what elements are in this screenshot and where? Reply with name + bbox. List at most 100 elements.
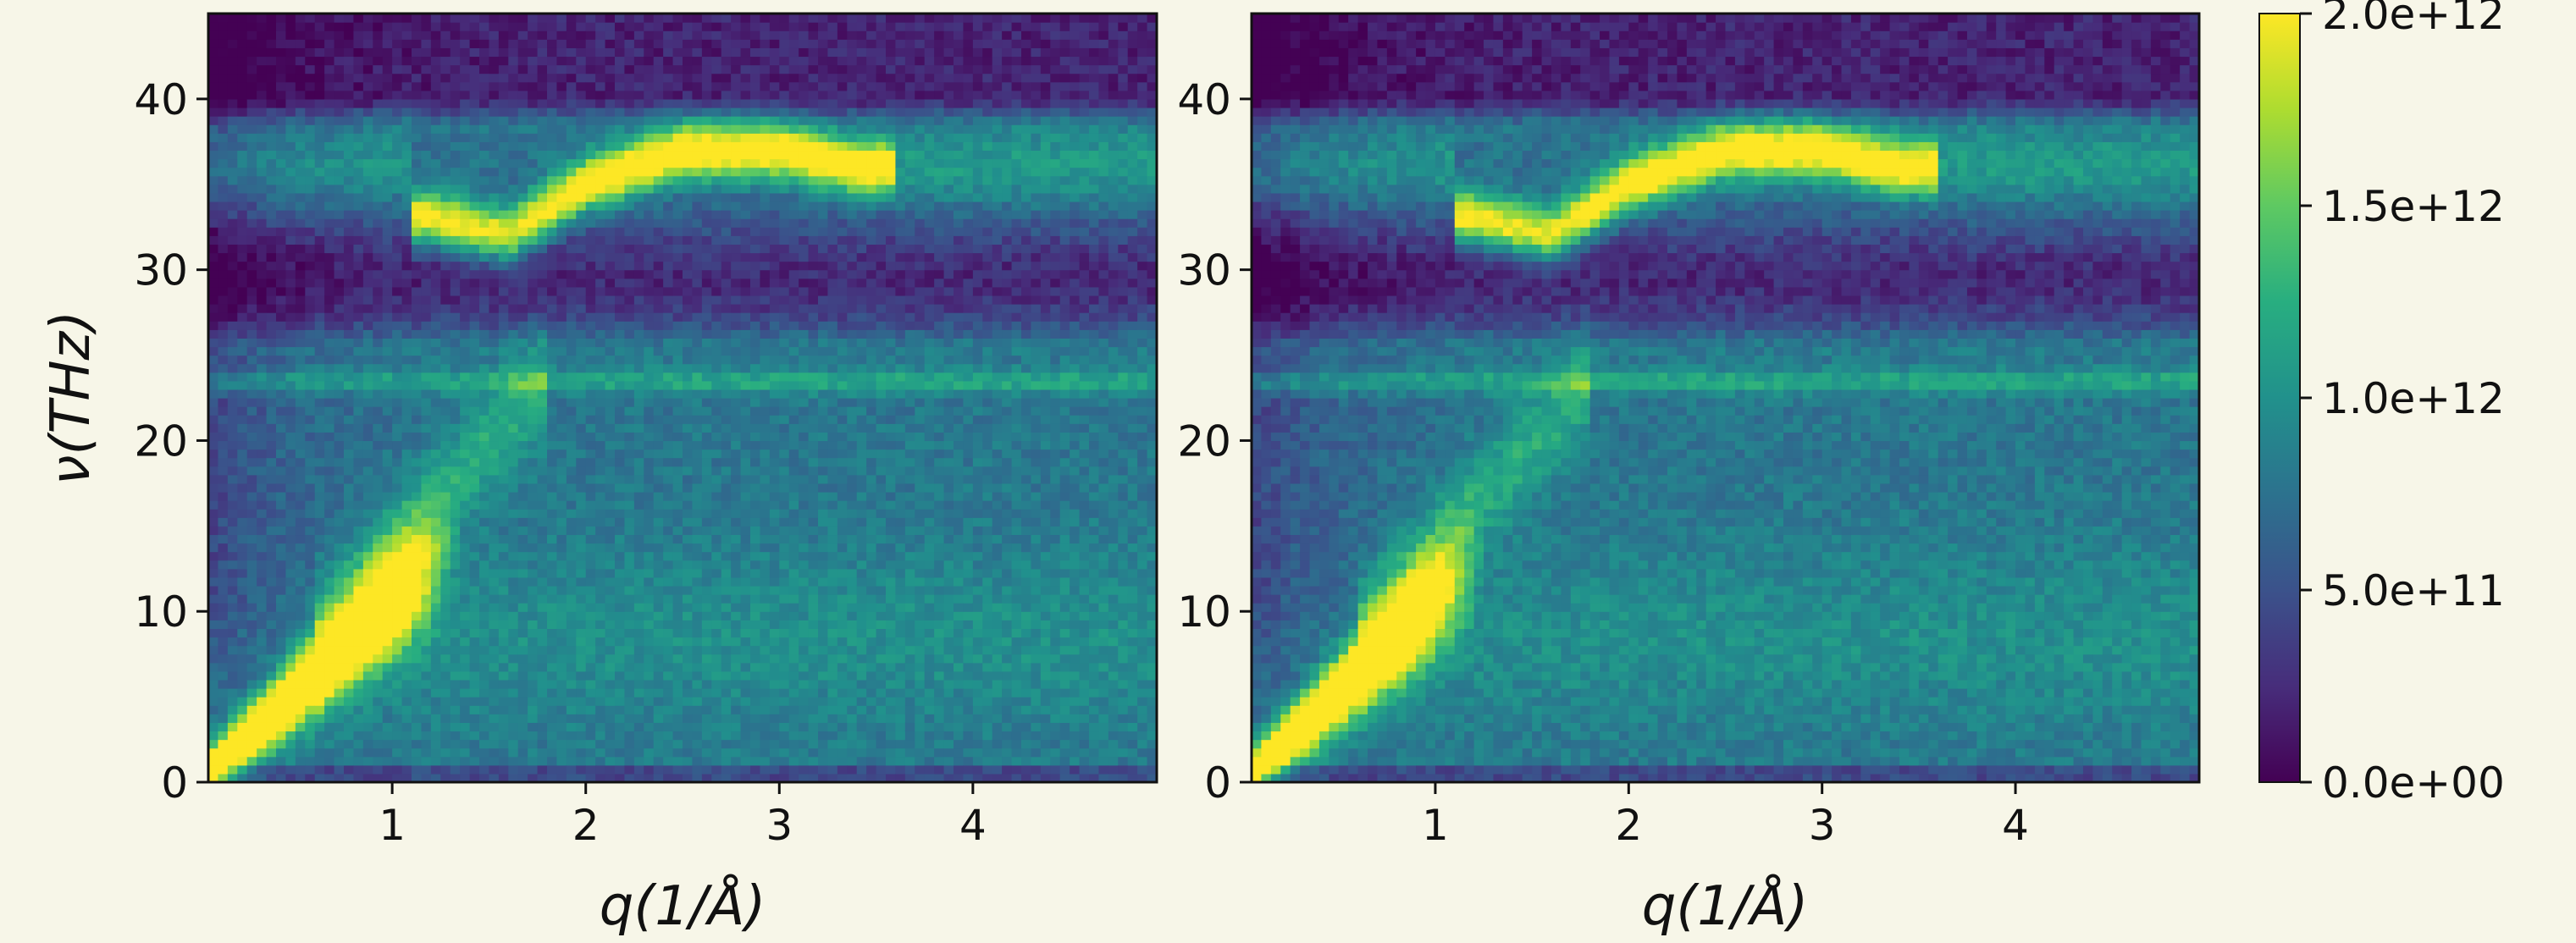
heatmap-cell xyxy=(701,773,712,783)
heatmap-cell xyxy=(218,201,229,211)
heatmap-cell xyxy=(208,526,219,536)
heatmap-cell xyxy=(266,14,277,23)
heatmap-cell xyxy=(344,406,355,416)
heatmap-cell xyxy=(624,756,635,766)
heatmap-cell xyxy=(324,432,335,442)
heatmap-cell xyxy=(547,175,558,185)
heatmap-cell xyxy=(421,227,432,236)
heatmap-cell xyxy=(498,329,509,339)
heatmap-cell xyxy=(344,133,355,142)
heatmap-cell xyxy=(566,491,577,501)
heatmap-cell xyxy=(683,398,694,407)
heatmap-cell xyxy=(208,423,219,433)
heatmap-cell xyxy=(257,295,268,305)
heatmap-cell xyxy=(295,679,306,689)
heatmap-cell xyxy=(595,107,606,117)
heatmap-cell xyxy=(257,64,268,74)
heatmap-cell xyxy=(314,201,325,211)
heatmap-cell xyxy=(460,321,471,330)
heatmap-cell xyxy=(218,150,229,160)
heatmap-cell xyxy=(246,116,257,125)
heatmap-cell xyxy=(324,304,335,313)
heatmap-cell xyxy=(276,30,287,40)
heatmap-cell xyxy=(295,483,306,493)
heatmap-cell xyxy=(401,167,412,177)
heatmap-cell xyxy=(740,474,751,484)
heatmap-cell xyxy=(285,398,296,407)
heatmap-cell xyxy=(314,329,325,339)
heatmap-cell xyxy=(412,483,423,493)
heatmap-cell xyxy=(517,500,528,510)
heatmap-cell xyxy=(353,756,364,766)
heatmap-cell xyxy=(460,457,471,467)
heatmap-cell xyxy=(392,210,403,219)
heatmap-cell xyxy=(295,534,306,544)
heatmap-cell xyxy=(517,560,528,570)
heatmap-cell xyxy=(672,312,683,322)
heatmap-cell xyxy=(624,363,635,373)
heatmap-cell xyxy=(547,261,558,271)
heatmap-cell xyxy=(246,346,257,356)
heatmap-cell xyxy=(324,662,335,672)
heatmap-cell xyxy=(663,372,674,382)
heatmap-cell xyxy=(218,167,229,177)
heatmap-cell xyxy=(595,576,606,587)
heatmap-cell xyxy=(218,133,229,142)
heatmap-cell xyxy=(721,603,732,612)
heatmap-cell xyxy=(683,576,694,587)
heatmap-cell xyxy=(576,764,587,775)
heatmap-cell xyxy=(353,645,364,655)
heatmap-cell xyxy=(218,124,229,134)
heatmap-cell xyxy=(595,662,606,672)
heatmap-cell xyxy=(653,261,664,271)
heatmap-cell xyxy=(305,210,316,219)
heatmap-cell xyxy=(430,620,441,629)
heatmap-cell xyxy=(692,363,703,373)
heatmap-cell xyxy=(450,14,461,23)
heatmap-cell xyxy=(266,500,277,510)
heatmap-cell xyxy=(644,594,655,604)
heatmap-cell xyxy=(479,192,490,202)
heatmap-cell xyxy=(633,346,644,356)
heatmap-cell xyxy=(585,603,596,612)
heatmap-cell xyxy=(508,722,519,732)
heatmap-cell xyxy=(460,227,471,236)
heatmap-cell xyxy=(208,201,219,211)
heatmap-cell xyxy=(624,628,635,638)
heatmap-cell xyxy=(266,731,277,741)
heatmap-cell xyxy=(605,184,616,194)
heatmap-cell xyxy=(450,30,461,40)
heatmap-cell xyxy=(595,321,606,330)
heatmap-cell xyxy=(412,714,423,723)
heatmap-cell xyxy=(276,389,287,399)
heatmap-cell xyxy=(672,107,683,117)
heatmap-cell xyxy=(605,474,616,484)
heatmap-cell xyxy=(517,568,528,578)
heatmap-cell xyxy=(672,406,683,416)
heatmap-cell xyxy=(566,389,577,399)
heatmap-cell xyxy=(412,594,423,604)
heatmap-cell xyxy=(450,423,461,433)
heatmap-cell xyxy=(440,116,451,125)
heatmap-cell xyxy=(633,653,644,664)
heatmap-cell xyxy=(401,662,412,672)
heatmap-cell xyxy=(615,756,626,766)
heatmap-cell xyxy=(246,235,257,245)
heatmap-cell xyxy=(508,380,519,390)
heatmap-cell xyxy=(421,107,432,117)
heatmap-cell xyxy=(517,201,528,211)
heatmap-cell xyxy=(218,705,229,714)
heatmap-cell xyxy=(517,679,528,689)
heatmap-cell xyxy=(276,321,287,330)
heatmap-cell xyxy=(711,705,722,714)
heatmap-cell xyxy=(276,363,287,373)
heatmap-cell xyxy=(537,543,548,553)
heatmap-cell xyxy=(615,457,626,467)
heatmap-cell xyxy=(392,73,403,83)
heatmap-cell xyxy=(430,304,441,313)
heatmap-cell xyxy=(701,73,712,83)
heatmap-cell xyxy=(450,201,461,211)
heatmap-cell xyxy=(285,312,296,322)
heatmap-cell xyxy=(373,244,384,254)
heatmap-cell xyxy=(528,175,539,185)
